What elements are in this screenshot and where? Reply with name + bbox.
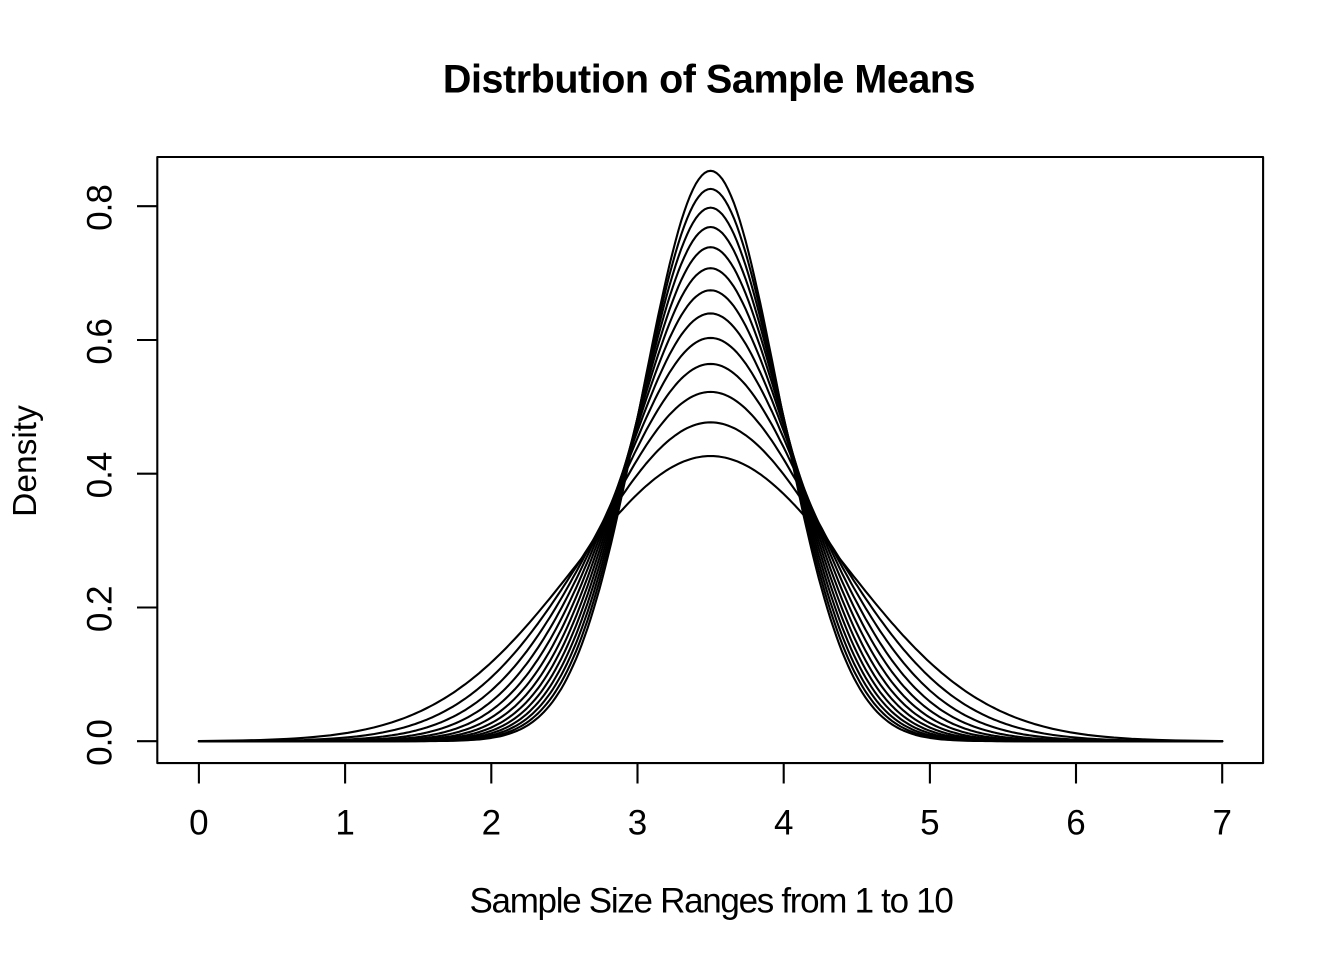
- svg-text:Sample Size Ranges from 1 to 1: Sample Size Ranges from 1 to 10: [469, 881, 953, 920]
- svg-text:4: 4: [774, 804, 793, 843]
- svg-text:Distrbution of Sample Means: Distrbution of Sample Means: [443, 58, 975, 102]
- svg-text:0.6: 0.6: [81, 319, 120, 365]
- svg-text:7: 7: [1212, 804, 1231, 843]
- svg-text:0: 0: [189, 804, 208, 843]
- svg-text:1: 1: [335, 804, 354, 843]
- svg-text:6: 6: [1066, 804, 1085, 843]
- svg-text:2: 2: [482, 804, 501, 843]
- svg-text:5: 5: [920, 804, 939, 843]
- svg-text:0.2: 0.2: [81, 586, 120, 632]
- svg-text:Density: Density: [7, 405, 44, 517]
- svg-text:3: 3: [628, 804, 647, 843]
- svg-text:0.4: 0.4: [81, 452, 120, 498]
- svg-text:0.0: 0.0: [81, 720, 120, 766]
- svg-text:0.8: 0.8: [81, 185, 120, 231]
